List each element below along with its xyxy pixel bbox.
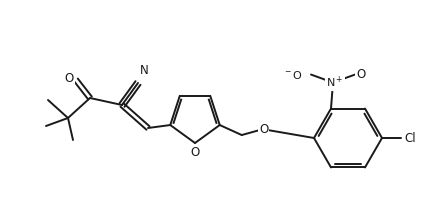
Text: $^-$O: $^-$O [283, 69, 303, 81]
Text: O: O [259, 123, 268, 135]
Text: O: O [356, 68, 366, 81]
Text: O: O [64, 73, 73, 85]
Text: N: N [139, 65, 148, 77]
Text: N$^+$: N$^+$ [326, 75, 344, 90]
Text: Cl: Cl [404, 131, 416, 145]
Text: O: O [191, 146, 200, 158]
